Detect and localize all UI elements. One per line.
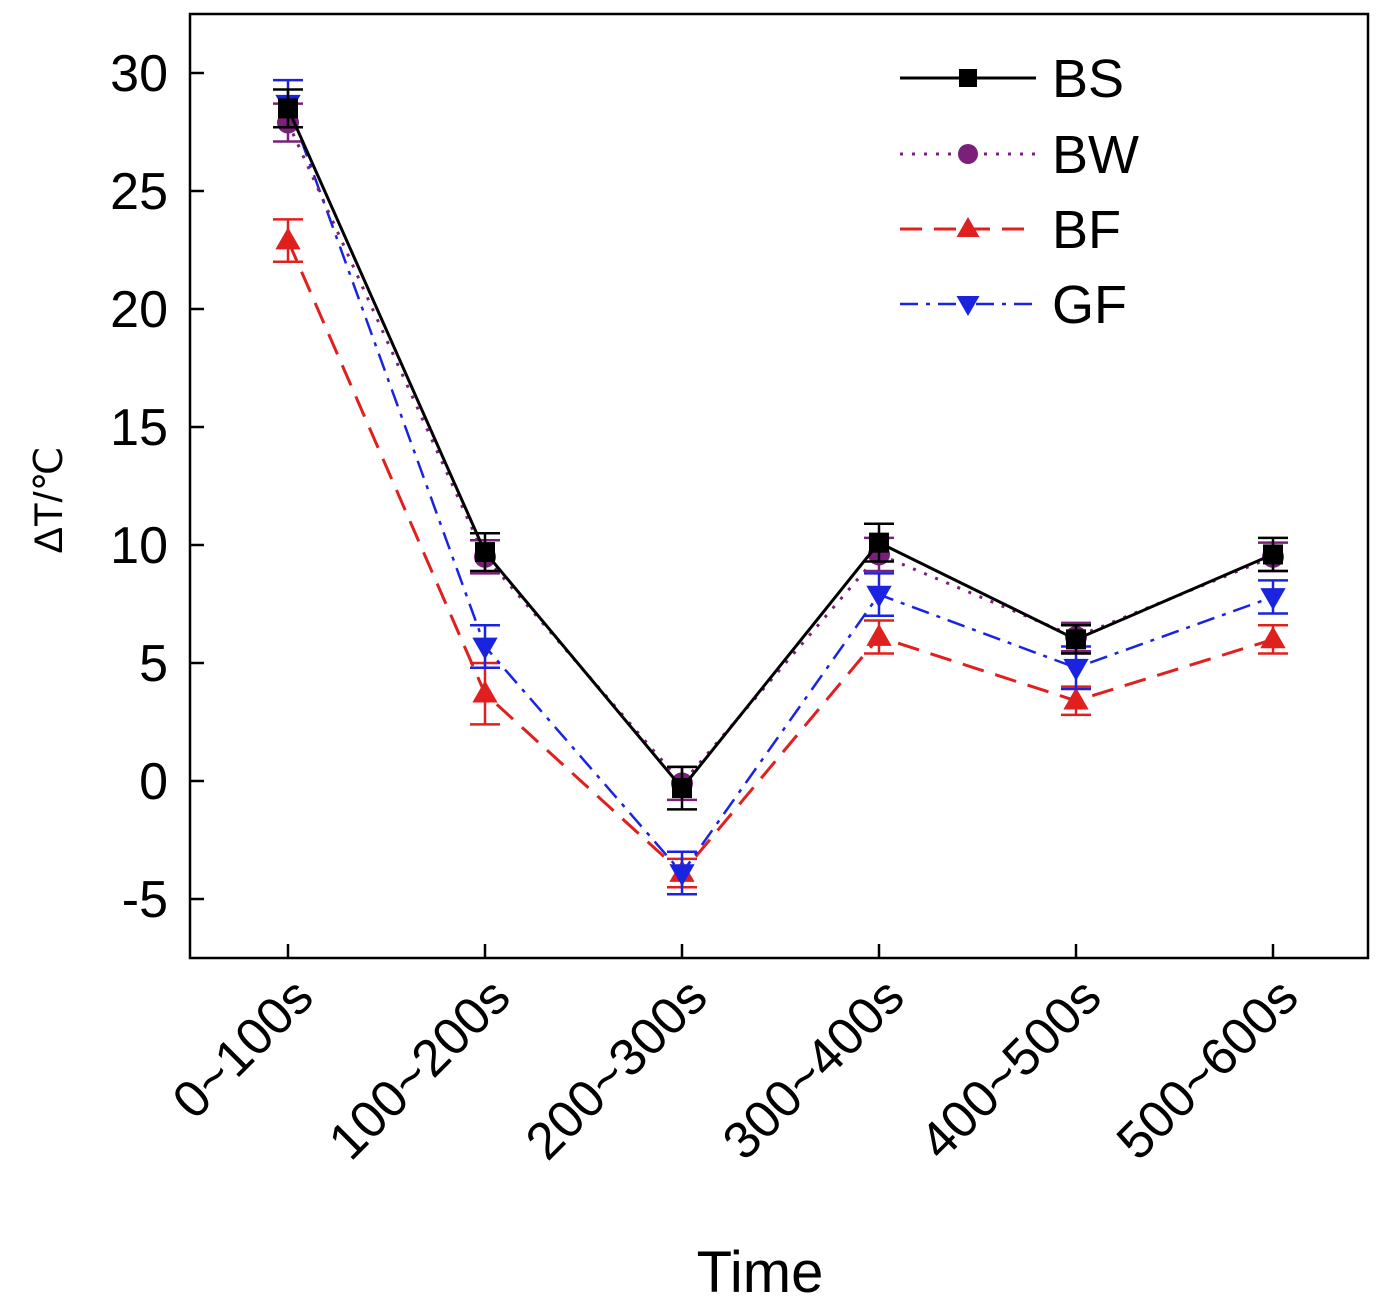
legend-item-gf: GF — [900, 275, 1127, 335]
legend-marker-bf — [956, 217, 980, 237]
legend-marker-bw — [958, 144, 978, 164]
legend-marker-bs — [959, 69, 977, 87]
y-tick-label: 25 — [110, 163, 168, 221]
x-axis-label: Time — [697, 1240, 824, 1305]
legend-item-bw: BW — [900, 125, 1139, 185]
y-tick-label: -5 — [122, 871, 168, 929]
legend-item-bs: BS — [900, 49, 1124, 109]
data-point-gf — [1063, 658, 1089, 681]
data-point-bs — [1066, 629, 1086, 650]
legend-marker-gf — [956, 296, 980, 316]
x-tick-label: 0~100s — [162, 967, 325, 1130]
data-point-gf — [866, 585, 892, 608]
data-point-gf — [472, 637, 498, 660]
data-point-bs — [475, 542, 495, 563]
legend-label-bw: BW — [1052, 125, 1139, 185]
data-point-bs — [1263, 544, 1283, 565]
data-point-bf — [275, 227, 301, 250]
legend-item-bf: BF — [900, 200, 1121, 260]
y-tick-label: 15 — [110, 399, 168, 457]
legend-label-gf: GF — [1052, 275, 1127, 335]
series-bf — [273, 218, 1288, 889]
series-line-bs — [286, 107, 1274, 791]
x-tick-label: 400~500s — [909, 967, 1113, 1171]
series-line-bw — [286, 121, 1274, 786]
data-point-bf — [866, 623, 892, 646]
y-tick-label: 0 — [139, 753, 168, 811]
y-axis-label: ΔT/℃ — [27, 446, 71, 553]
series-line-bf — [286, 239, 1274, 876]
legend-label-bf: BF — [1052, 200, 1121, 260]
x-tick-label: 300~400s — [712, 967, 916, 1171]
data-point-bs — [278, 98, 298, 119]
data-point-gf — [669, 864, 695, 887]
data-point-bs — [672, 778, 692, 799]
series-gf — [273, 78, 1288, 896]
legend-label-bs: BS — [1052, 49, 1124, 109]
series-line-gf — [286, 103, 1274, 876]
y-tick-label: 5 — [139, 635, 168, 693]
legend: BS BW BF GF — [900, 49, 1139, 335]
series-bs — [273, 88, 1288, 811]
data-point-bf — [1063, 687, 1089, 710]
plot-frame — [188, 12, 1370, 960]
x-tick-label: 100~200s — [318, 967, 522, 1171]
y-tick-label: 20 — [110, 281, 168, 339]
data-point-bf — [472, 680, 498, 703]
series-bw — [273, 102, 1288, 802]
data-point-bs — [869, 532, 889, 553]
data-point-gf — [1260, 588, 1286, 611]
x-tick-label: 500~600s — [1106, 967, 1310, 1171]
y-tick-label: 30 — [110, 45, 168, 103]
x-tick-label: 200~300s — [515, 967, 719, 1171]
y-tick-label: 10 — [110, 517, 168, 575]
data-point-bf — [1260, 626, 1286, 649]
